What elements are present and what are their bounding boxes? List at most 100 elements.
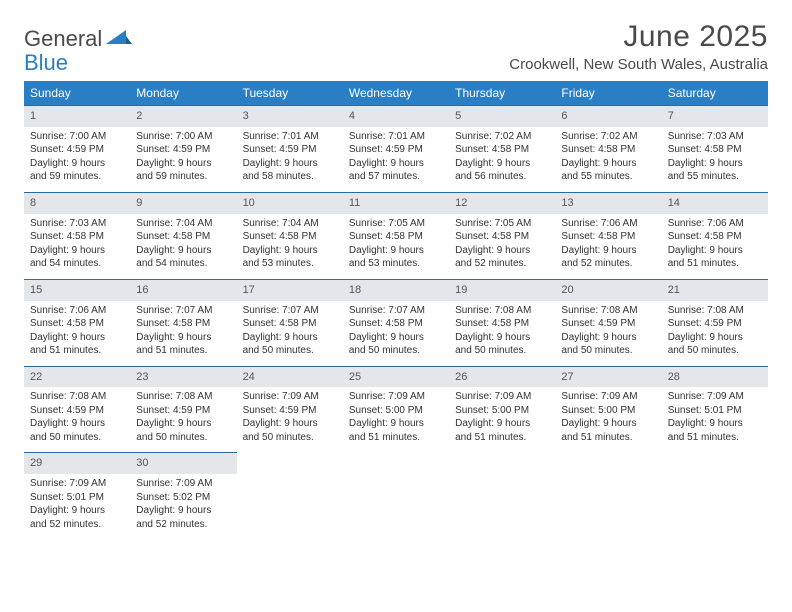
sunrise-line: Sunrise: 7:08 AM xyxy=(668,304,762,318)
daylight-line: Daylight: 9 hours and 51 minutes. xyxy=(30,331,124,358)
sunset-line: Sunset: 4:59 PM xyxy=(136,404,230,418)
daylight-line: Daylight: 9 hours and 52 minutes. xyxy=(455,244,549,271)
day-cell: 5Sunrise: 7:02 AMSunset: 4:58 PMDaylight… xyxy=(449,105,555,192)
week-row: 22Sunrise: 7:08 AMSunset: 4:59 PMDayligh… xyxy=(24,366,768,453)
day-number: 23 xyxy=(130,366,236,388)
daylight-line: Daylight: 9 hours and 50 minutes. xyxy=(136,417,230,444)
daylight-line: Daylight: 9 hours and 59 minutes. xyxy=(30,157,124,184)
day-number: 14 xyxy=(662,192,768,214)
day-number: 7 xyxy=(662,105,768,127)
day-body: Sunrise: 7:04 AMSunset: 4:58 PMDaylight:… xyxy=(130,214,236,279)
daylight-line: Daylight: 9 hours and 54 minutes. xyxy=(136,244,230,271)
sunrise-line: Sunrise: 7:07 AM xyxy=(136,304,230,318)
day-body: Sunrise: 7:07 AMSunset: 4:58 PMDaylight:… xyxy=(130,301,236,366)
day-body: Sunrise: 7:02 AMSunset: 4:58 PMDaylight:… xyxy=(449,127,555,192)
day-number: 17 xyxy=(237,279,343,301)
day-number: 30 xyxy=(130,452,236,474)
day-number: 9 xyxy=(130,192,236,214)
day-cell xyxy=(449,452,555,539)
day-number: 18 xyxy=(343,279,449,301)
sunrise-line: Sunrise: 7:03 AM xyxy=(30,217,124,231)
sunrise-line: Sunrise: 7:05 AM xyxy=(349,217,443,231)
daylight-line: Daylight: 9 hours and 55 minutes. xyxy=(561,157,655,184)
sunset-line: Sunset: 4:59 PM xyxy=(30,404,124,418)
weekday-thursday: Thursday xyxy=(449,81,555,105)
day-body: Sunrise: 7:01 AMSunset: 4:59 PMDaylight:… xyxy=(343,127,449,192)
day-number: 20 xyxy=(555,279,661,301)
daylight-line: Daylight: 9 hours and 53 minutes. xyxy=(349,244,443,271)
sunrise-line: Sunrise: 7:01 AM xyxy=(243,130,337,144)
day-number: 15 xyxy=(24,279,130,301)
day-number: 28 xyxy=(662,366,768,388)
day-cell: 11 Sunrise: 7:05 AMSunset: 4:58 PMDayligh… xyxy=(343,192,449,279)
day-cell xyxy=(237,452,343,539)
daylight-line: Daylight: 9 hours and 55 minutes. xyxy=(668,157,762,184)
sunrise-line: Sunrise: 7:03 AM xyxy=(668,130,762,144)
weekday-saturday: Saturday xyxy=(662,81,768,105)
sunset-line: Sunset: 4:59 PM xyxy=(30,143,124,157)
day-cell: 18Sunrise: 7:07 AMSunset: 4:58 PMDayligh… xyxy=(343,279,449,366)
month-title: June 2025 xyxy=(509,20,768,54)
day-body: Sunrise: 7:08 AMSunset: 4:59 PMDaylight:… xyxy=(555,301,661,366)
daylight-line: Daylight: 9 hours and 53 minutes. xyxy=(243,244,337,271)
day-number: 25 xyxy=(343,366,449,388)
day-body: Sunrise: 7:09 AMSunset: 5:00 PMDaylight:… xyxy=(555,387,661,452)
day-cell: 6Sunrise: 7:02 AMSunset: 4:58 PMDaylight… xyxy=(555,105,661,192)
day-body: Sunrise: 7:00 AMSunset: 4:59 PMDaylight:… xyxy=(130,127,236,192)
day-body: Sunrise: 7:00 AMSunset: 4:59 PMDaylight:… xyxy=(24,127,130,192)
day-body: Sunrise: 7:03 AMSunset: 4:58 PMDaylight:… xyxy=(24,214,130,279)
sunrise-line: Sunrise: 7:09 AM xyxy=(243,390,337,404)
day-cell: 15Sunrise: 7:06 AMSunset: 4:58 PMDayligh… xyxy=(24,279,130,366)
day-cell: 2Sunrise: 7:00 AMSunset: 4:59 PMDaylight… xyxy=(130,105,236,192)
day-body: Sunrise: 7:02 AMSunset: 4:58 PMDaylight:… xyxy=(555,127,661,192)
sunset-line: Sunset: 4:59 PM xyxy=(243,143,337,157)
daylight-line: Daylight: 9 hours and 58 minutes. xyxy=(243,157,337,184)
day-cell: 16Sunrise: 7:07 AMSunset: 4:58 PMDayligh… xyxy=(130,279,236,366)
day-cell: 23Sunrise: 7:08 AMSunset: 4:59 PMDayligh… xyxy=(130,366,236,453)
sunset-line: Sunset: 4:58 PM xyxy=(136,317,230,331)
day-cell: 13Sunrise: 7:06 AMSunset: 4:58 PMDayligh… xyxy=(555,192,661,279)
sunrise-line: Sunrise: 7:08 AM xyxy=(30,390,124,404)
sunrise-line: Sunrise: 7:06 AM xyxy=(668,217,762,231)
day-cell: 25Sunrise: 7:09 AMSunset: 5:00 PMDayligh… xyxy=(343,366,449,453)
sunrise-line: Sunrise: 7:09 AM xyxy=(455,390,549,404)
weekday-tuesday: Tuesday xyxy=(237,81,343,105)
triangle-icon xyxy=(106,28,132,51)
day-cell: 3 Sunrise: 7:01 AMSunset: 4:59 PMDaylight… xyxy=(237,105,343,192)
day-cell: 1Sunrise: 7:00 AMSunset: 4:59 PMDaylight… xyxy=(24,105,130,192)
day-number: 11 xyxy=(343,192,449,214)
day-number: 3 xyxy=(237,105,343,127)
day-body: Sunrise: 7:08 AMSunset: 4:59 PMDaylight:… xyxy=(662,301,768,366)
sunrise-line: Sunrise: 7:07 AM xyxy=(349,304,443,318)
day-cell: 21Sunrise: 7:08 AMSunset: 4:59 PMDayligh… xyxy=(662,279,768,366)
week-row: 15 Sunrise: 7:06 AM Sunset: 4:58 PM Dayligh… xyxy=(24,279,768,366)
calendar-body: 1Sunrise: 7:00 AMSunset: 4:59 PMDaylight… xyxy=(24,105,768,539)
sunset-line: Sunset: 4:59 PM xyxy=(243,404,337,418)
location: Crookwell, New South Wales, Australia xyxy=(509,56,768,73)
daylight-line: Daylight: 9 hours and 52 minutes. xyxy=(136,504,230,531)
sunset-line: Sunset: 4:59 PM xyxy=(136,143,230,157)
sunrise-line: Sunrise: 7:00 AM xyxy=(30,130,124,144)
weekday-sunday: Sunday xyxy=(24,81,130,105)
sunrise-line: Sunrise: 7:06 AM xyxy=(30,304,124,318)
day-number: 5 xyxy=(449,105,555,127)
title-block: June 2025 Crookwell, New South Wales, Au… xyxy=(509,20,768,73)
sunset-line: Sunset: 4:59 PM xyxy=(349,143,443,157)
sunrise-line: Sunrise: 7:04 AM xyxy=(243,217,337,231)
day-number: 6 xyxy=(555,105,661,127)
sunrise-line: Sunrise: 7:09 AM xyxy=(30,477,124,491)
daylight-line: Daylight: 9 hours and 57 minutes. xyxy=(349,157,443,184)
sunset-line: Sunset: 4:58 PM xyxy=(455,230,549,244)
day-body: Sunrise: 7:09 AMSunset: 5:01 PMDaylight:… xyxy=(24,474,130,539)
weekday-friday: Friday xyxy=(555,81,661,105)
week-row: 1Sunrise: 7:00 AMSunset: 4:59 PMDaylight… xyxy=(24,105,768,192)
sunrise-line: Sunrise: 7:09 AM xyxy=(561,390,655,404)
day-cell: 19Sunrise: 7:08 AMSunset: 4:58 PMDayligh… xyxy=(449,279,555,366)
day-body: Sunrise: 7:08 AMSunset: 4:59 PMDaylight:… xyxy=(24,387,130,452)
daylight-line: Daylight: 9 hours and 51 minutes. xyxy=(668,417,762,444)
day-body: Sunrise: 7:05 AMSunset: 4:58 PMDaylight:… xyxy=(449,214,555,279)
sunrise-line: Sunrise: 7:09 AM xyxy=(668,390,762,404)
sunset-line: Sunset: 4:58 PM xyxy=(349,230,443,244)
week-row: 29Sunrise: 7:09 AMSunset: 5:01 PMDayligh… xyxy=(24,452,768,539)
daylight-line: Daylight: 9 hours and 56 minutes. xyxy=(455,157,549,184)
